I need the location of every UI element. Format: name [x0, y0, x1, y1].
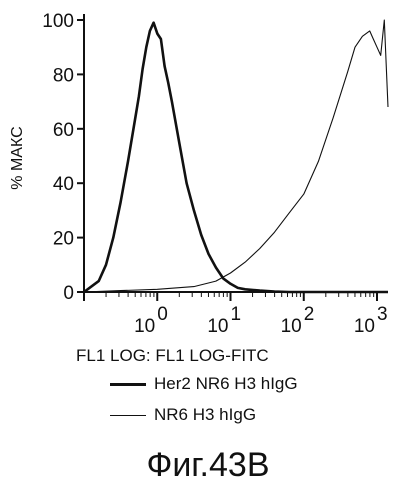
y-axis: 0 20 40 60 80 100: [42, 11, 84, 304]
x-tick-base: 10: [354, 316, 375, 337]
x-axis-label: FL1 LOG: FL1 LOG-FITC: [76, 346, 269, 366]
x-tick-base: 10: [134, 316, 155, 337]
x-tick-base: 10: [207, 316, 228, 337]
legend-entry-control: NR6 H3 hIgG: [110, 404, 256, 426]
y-tick-label: 100: [42, 11, 74, 32]
x-tick-exponent: 3: [377, 304, 388, 325]
x-tick-label: 102: [281, 304, 315, 337]
legend-swatch-thick: [110, 383, 146, 386]
figure-caption: Фиг.43В: [0, 446, 416, 485]
y-tick-label: 0: [63, 283, 74, 304]
x-tick-exponent: 2: [304, 304, 315, 325]
x-tick-label: 103: [354, 304, 388, 337]
x-tick-label: 100: [134, 304, 168, 337]
series-line-her2: [84, 23, 388, 292]
legend-label: NR6 H3 hIgG: [154, 405, 256, 425]
x-tick-label: 101: [207, 304, 241, 337]
y-tick-label: 80: [53, 65, 74, 86]
x-tick-base: 10: [281, 316, 302, 337]
plot-area: [84, 20, 388, 292]
legend-swatch-thin: [110, 415, 146, 416]
x-tick-exponent: 0: [157, 304, 168, 325]
y-axis-label: % МАКС: [9, 126, 26, 189]
legend-label: Her2 NR6 H3 hIgG: [154, 374, 298, 394]
y-tick-label: 20: [53, 229, 74, 250]
y-tick-label: 40: [53, 174, 74, 195]
legend-entry-her2: Her2 NR6 H3 hIgG: [110, 373, 298, 395]
y-tick-label: 60: [53, 120, 74, 141]
x-tick-exponent: 1: [231, 304, 242, 325]
x-axis: 100101102103: [84, 292, 388, 337]
